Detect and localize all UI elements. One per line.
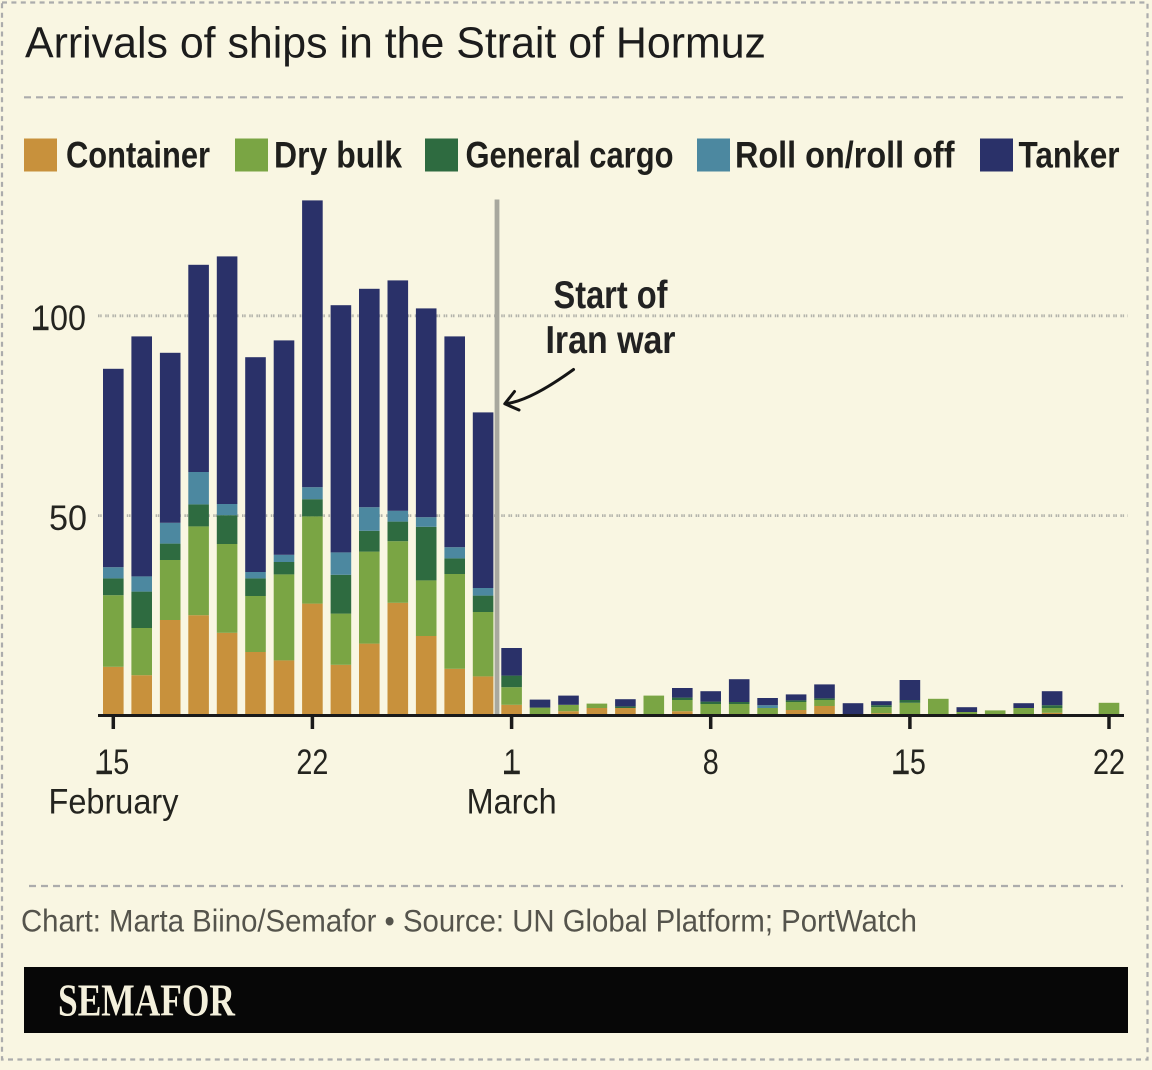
svg-text:Chart: Marta Biino/Semafor • S: Chart: Marta Biino/Semafor • Source: UN …	[21, 903, 917, 939]
svg-text:22: 22	[1093, 743, 1125, 782]
svg-text:Start of: Start of	[554, 274, 669, 317]
svg-text:15: 15	[97, 743, 129, 782]
svg-text:Iran war: Iran war	[546, 319, 676, 362]
svg-text:50: 50	[49, 499, 87, 538]
svg-text:Arrivals of ships in the Strai: Arrivals of ships in the Strait of Hormu…	[25, 19, 766, 68]
svg-text:SEMAFOR: SEMAFOR	[58, 974, 236, 1025]
svg-text:March: March	[467, 783, 557, 822]
svg-text:22: 22	[296, 743, 328, 782]
svg-text:Tanker: Tanker	[1019, 134, 1120, 176]
svg-text:100: 100	[32, 299, 86, 338]
svg-text:Roll on/roll off: Roll on/roll off	[735, 134, 955, 176]
svg-text:15: 15	[894, 743, 926, 782]
svg-text:Dry bulk: Dry bulk	[274, 134, 402, 176]
svg-text:February: February	[49, 783, 179, 822]
svg-text:8: 8	[703, 743, 719, 782]
svg-text:1: 1	[504, 743, 520, 782]
svg-text:General cargo: General cargo	[466, 134, 674, 176]
svg-text:Container: Container	[66, 134, 210, 176]
